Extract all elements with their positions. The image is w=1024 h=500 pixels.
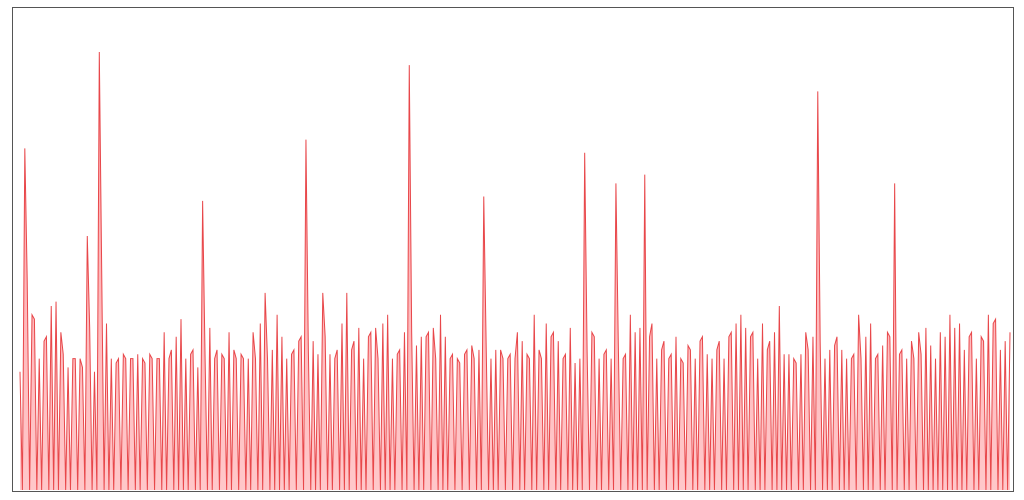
series-line [19,51,1011,491]
series-layer [19,51,1011,491]
